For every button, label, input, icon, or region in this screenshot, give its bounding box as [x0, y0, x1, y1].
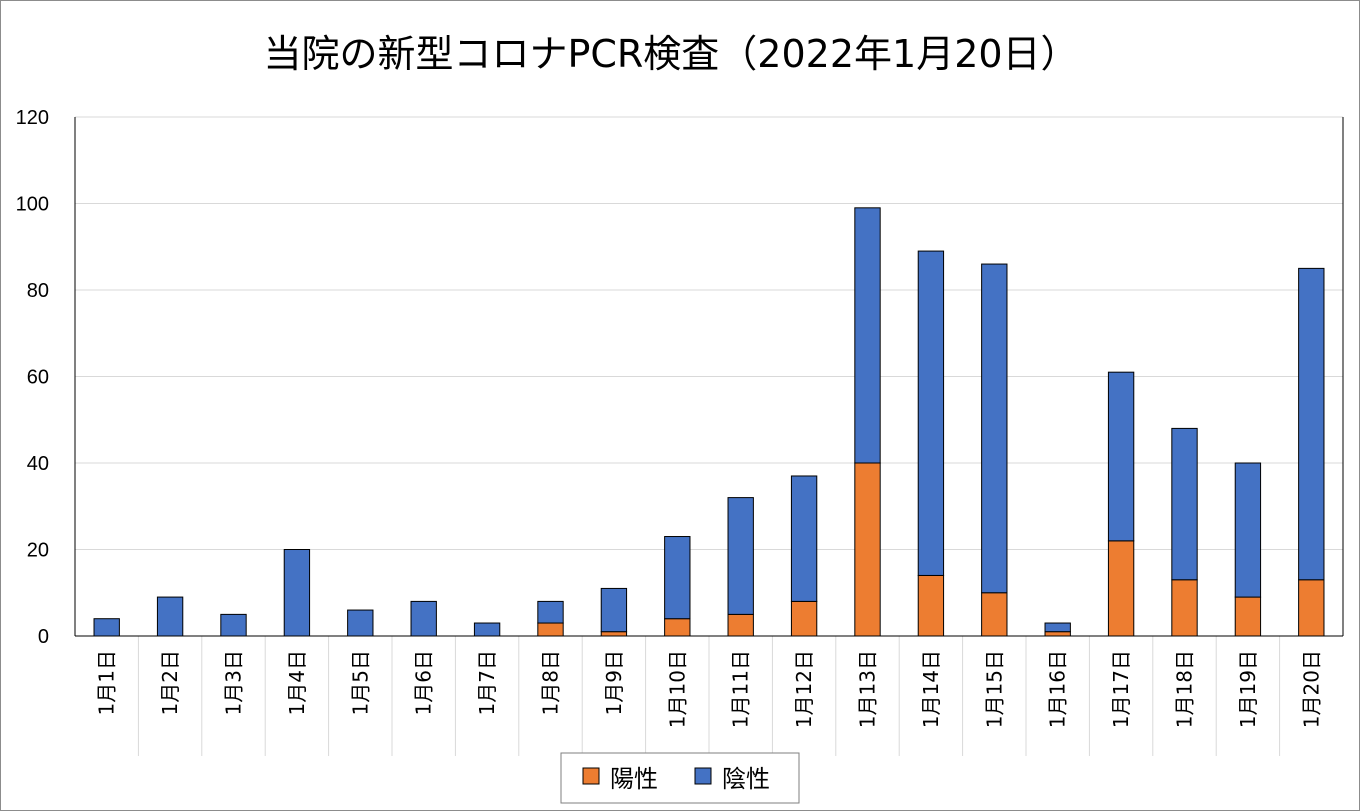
bar-segment-negative — [410, 600, 437, 637]
bar-segment-negative — [220, 613, 247, 637]
x-tick-label: 1月4日 — [285, 650, 309, 715]
x-tick-label: 1月1日 — [95, 650, 119, 715]
bar-segment-negative — [93, 618, 120, 637]
chart-title: 当院の新型コロナPCR検査（2022年1月20日） — [263, 32, 1078, 76]
x-tick-label: 1月9日 — [602, 650, 626, 715]
bar-segment-positive — [854, 462, 881, 637]
bar-segment-negative — [1107, 371, 1135, 542]
bar-segment-negative — [600, 587, 628, 633]
x-tick-label: 1月14日 — [919, 650, 943, 728]
bar-segment-positive — [1171, 579, 1198, 637]
bar-segment-positive — [664, 618, 691, 637]
x-axis-tick-labels: 1月1日 1月2日 1月3日 1月4日 1月5日 1月6日 1月7日 1月8日 1月9日 1月10… — [95, 650, 1324, 728]
bar-segment-negative — [1044, 622, 1071, 633]
y-tick-label: 80 — [27, 280, 49, 302]
y-tick-label: 0 — [38, 626, 49, 648]
x-tick-label: 1月12日 — [792, 650, 816, 728]
y-tick-label: 60 — [27, 367, 49, 389]
bar-segment-positive — [600, 631, 628, 637]
bar-segment-negative — [981, 263, 1008, 594]
legend-label-negative: 陰性 — [722, 765, 770, 793]
x-tick-label: 1月5日 — [348, 650, 372, 715]
bar-segment-negative — [156, 596, 184, 637]
bar-segment-negative — [664, 536, 691, 620]
bar-segment-negative — [727, 497, 754, 615]
legend[interactable]: 陽性 陰性 — [560, 752, 800, 804]
legend-swatch-negative — [694, 767, 712, 785]
bar-segment-positive — [727, 613, 754, 637]
x-tick-label: 1月6日 — [412, 650, 436, 715]
axes — [74, 117, 1344, 637]
legend-swatch-positive — [582, 767, 600, 785]
bar-segment-positive — [790, 600, 818, 637]
gridlines — [75, 116, 1343, 756]
bar-segment-positive — [1107, 540, 1135, 637]
x-tick-label: 1月3日 — [222, 650, 246, 715]
y-tick-label: 20 — [27, 540, 49, 562]
bars — [93, 207, 1325, 637]
y-tick-label: 120 — [16, 107, 49, 129]
bar-segment-negative — [854, 207, 881, 464]
bar-segment-negative — [1234, 462, 1262, 598]
x-tick-label: 1月13日 — [856, 650, 880, 728]
x-tick-label: 1月8日 — [539, 650, 563, 715]
bar-segment-negative — [537, 600, 564, 624]
legend-box — [560, 752, 800, 804]
x-tick-label: 1月19日 — [1236, 650, 1260, 728]
x-tick-label: 1月11日 — [729, 650, 753, 728]
bar-segment-negative — [283, 549, 311, 637]
x-tick-label: 1月20日 — [1299, 650, 1323, 728]
bar-segment-positive — [1044, 631, 1071, 637]
bar-segment-positive — [981, 592, 1008, 637]
x-tick-label: 1月17日 — [1109, 650, 1133, 728]
bar-segment-positive — [537, 622, 564, 637]
bar-segment-negative — [790, 475, 818, 602]
x-tick-label: 1月10日 — [665, 650, 689, 728]
y-axis-tick-labels: 0 20 40 60 80 100 120 — [16, 107, 49, 648]
x-tick-label: 1月15日 — [982, 650, 1006, 728]
bar-segment-positive — [1234, 596, 1262, 637]
bar-segment-negative — [1298, 267, 1325, 581]
bar-segment-positive — [917, 574, 945, 637]
bar-segment-negative — [347, 609, 374, 637]
bar-segment-negative — [917, 250, 945, 576]
x-tick-label: 1月7日 — [475, 650, 499, 715]
bar-segment-negative — [1171, 427, 1198, 581]
y-tick-label: 40 — [27, 453, 49, 475]
bar-segment-negative — [473, 622, 501, 637]
x-tick-label: 1月18日 — [1173, 650, 1197, 728]
legend-label-positive: 陽性 — [610, 765, 658, 793]
x-tick-label: 1月2日 — [158, 650, 182, 715]
y-tick-label: 100 — [16, 194, 49, 216]
bar-segment-positive — [1298, 579, 1325, 637]
x-tick-label: 1月16日 — [1046, 650, 1070, 728]
